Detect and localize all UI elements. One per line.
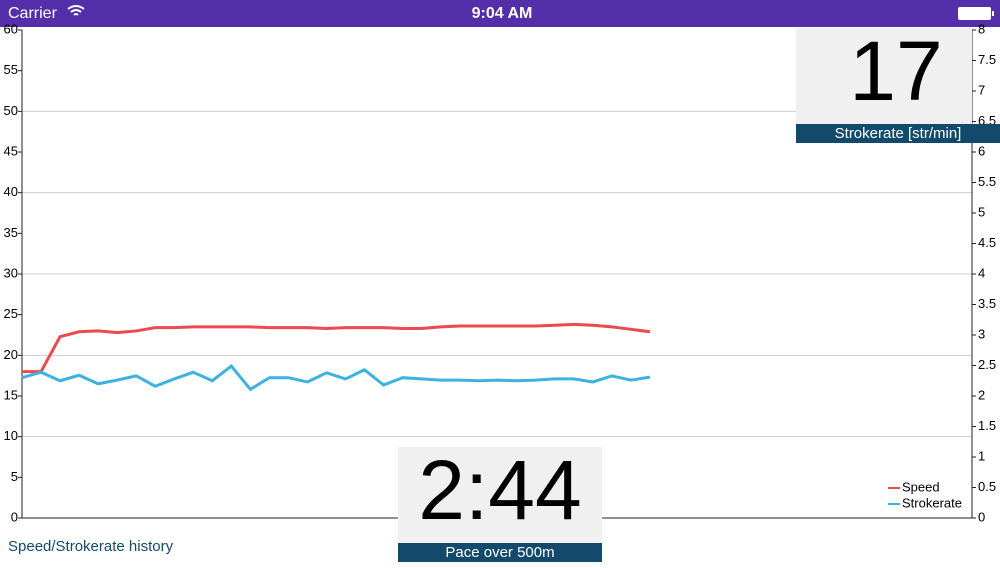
y2-tick-label: 7.5 xyxy=(978,52,996,67)
y2-tick-label: 4 xyxy=(978,265,985,280)
pace-box xyxy=(398,447,602,543)
y2-tick-label: 4.5 xyxy=(978,235,996,250)
strokerate-label: Strokerate [str/min] xyxy=(835,125,962,142)
status-bar xyxy=(0,0,1000,27)
pace-value: 2:44 xyxy=(418,443,582,537)
y2-tick-label: 5 xyxy=(978,204,985,219)
y-tick-label: 15 xyxy=(4,387,18,402)
battery-tip xyxy=(992,11,994,16)
y-tick-label: 45 xyxy=(4,143,18,158)
y-tick-label: 35 xyxy=(4,225,18,240)
y2-tick-label: 5.5 xyxy=(978,174,996,189)
y2-tick-label: 2.5 xyxy=(978,357,996,372)
strokerate-box xyxy=(796,28,972,124)
pace-label: Pace over 500m xyxy=(445,544,554,561)
y-tick-label: 10 xyxy=(4,428,18,443)
y-tick-label: 20 xyxy=(4,347,18,362)
pace-label-bar xyxy=(398,543,602,562)
y2-tick-label: 1 xyxy=(978,448,985,463)
strokerate-label-bar xyxy=(796,124,1000,143)
y2-tick-label: 0 xyxy=(978,509,985,524)
y2-tick-label: 3.5 xyxy=(978,296,996,311)
carrier: Carrier xyxy=(8,5,58,22)
series-line xyxy=(21,364,651,392)
y-tick-label: 50 xyxy=(4,103,18,118)
legend-label: Strokerate xyxy=(902,495,962,510)
y-tick-label: 40 xyxy=(4,184,18,199)
y2-tick-label: 2 xyxy=(978,387,985,402)
y-tick-label: 0 xyxy=(11,509,18,524)
battery-icon xyxy=(958,7,991,20)
y-tick-label: 25 xyxy=(4,306,18,321)
y2-tick-label: 0.5 xyxy=(978,479,996,494)
y2-tick-label: 3 xyxy=(978,326,985,341)
strokerate-value: 17 xyxy=(849,24,942,118)
y2-tick-label: 8 xyxy=(978,21,985,36)
y2-tick-label: 7 xyxy=(978,82,985,97)
legend-label: Speed xyxy=(902,479,940,494)
y-tick-label: 60 xyxy=(4,21,18,36)
series-line xyxy=(22,322,651,374)
y-tick-label: 55 xyxy=(4,62,18,77)
clock: 9:04 AM xyxy=(472,5,533,22)
footer: Speed/Strokerate history xyxy=(8,538,174,555)
y-tick-label: 30 xyxy=(4,265,18,280)
wifi-icon xyxy=(67,5,85,16)
y-tick-label: 5 xyxy=(11,469,18,484)
y2-tick-label: 1.5 xyxy=(978,418,996,433)
y2-tick-label: 6 xyxy=(978,143,985,158)
